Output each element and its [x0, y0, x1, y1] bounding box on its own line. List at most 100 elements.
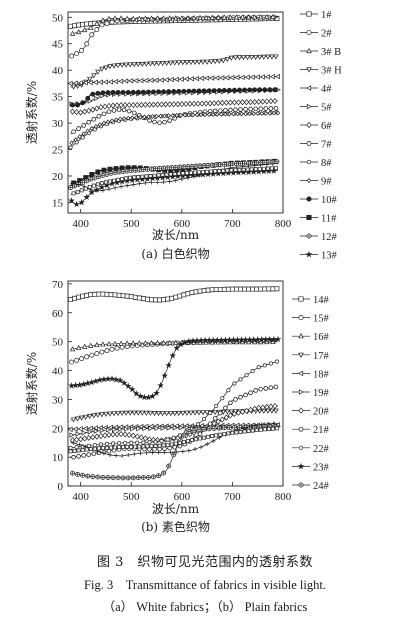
data-point — [173, 344, 181, 351]
data-point — [91, 451, 97, 456]
data-point — [157, 443, 162, 448]
data-point — [153, 77, 159, 83]
data-point — [260, 98, 266, 105]
data-point — [118, 15, 124, 21]
data-point — [270, 13, 276, 19]
data-point — [97, 79, 103, 85]
data-point — [143, 410, 150, 416]
data-point — [197, 431, 203, 437]
data-point — [99, 181, 104, 186]
data-point — [93, 95, 99, 102]
data-point — [238, 107, 244, 112]
data-point — [109, 346, 115, 352]
data-point — [227, 107, 233, 113]
data-point — [105, 427, 112, 433]
data-point — [115, 89, 121, 95]
data-point — [239, 99, 246, 106]
data-point — [98, 432, 104, 440]
data-point — [243, 111, 248, 117]
data-point — [159, 61, 166, 67]
data-point — [68, 449, 73, 454]
data-point — [189, 290, 195, 295]
data-point — [218, 432, 223, 437]
data-point — [236, 55, 243, 61]
data-point — [184, 410, 190, 416]
data-point — [163, 60, 170, 66]
data-point — [205, 442, 210, 447]
data-point — [228, 409, 235, 415]
data-point — [148, 15, 155, 21]
data-point — [80, 22, 86, 27]
data-point — [161, 89, 167, 95]
data-point — [157, 446, 163, 452]
legend-item: 11# — [300, 214, 337, 225]
data-point — [94, 433, 100, 440]
data-point — [96, 114, 102, 119]
data-point — [90, 91, 96, 97]
data-point — [191, 88, 197, 94]
data-point — [238, 377, 243, 382]
data-point — [270, 426, 275, 431]
x-axis-label: 波长/nm — [152, 228, 200, 242]
data-point — [224, 75, 230, 81]
data-point — [267, 110, 272, 116]
data-point — [217, 169, 222, 173]
series-14 — [68, 286, 280, 303]
data-point — [76, 454, 82, 459]
data-point — [106, 448, 112, 454]
data-point — [112, 185, 118, 190]
data-point — [165, 296, 171, 302]
data-point — [252, 87, 258, 93]
data-point — [160, 339, 167, 346]
data-point — [71, 191, 76, 196]
data-point — [82, 343, 88, 349]
legend-item: 17# — [292, 351, 330, 362]
data-point — [268, 106, 274, 111]
legend-marker — [306, 141, 312, 146]
data-point — [258, 286, 264, 292]
legend-label: 9# — [321, 177, 332, 188]
data-point — [184, 60, 190, 66]
data-point — [144, 174, 149, 179]
data-point — [173, 15, 179, 21]
figure-caption-chinese: 图 3 织物可见光范围内的透射系数 — [97, 555, 313, 570]
legend-label: 3# B — [321, 47, 341, 58]
legend-marker — [306, 159, 312, 165]
data-point — [76, 126, 82, 131]
data-point — [109, 19, 115, 25]
data-point — [243, 392, 249, 398]
data-point — [237, 167, 242, 172]
y-tick-label: 45 — [52, 39, 64, 51]
data-point — [197, 170, 201, 175]
data-point — [265, 54, 271, 60]
data-point — [135, 410, 141, 416]
data-point — [82, 435, 88, 442]
data-point — [159, 411, 166, 417]
data-point — [242, 87, 248, 93]
data-point — [74, 436, 80, 443]
data-point — [219, 99, 225, 106]
data-point — [148, 340, 155, 346]
data-point — [106, 109, 112, 114]
data-point — [187, 100, 193, 107]
data-point — [166, 113, 171, 119]
legend-label: 5# — [321, 103, 332, 114]
legend-marker — [298, 407, 304, 414]
data-point — [111, 63, 117, 69]
data-point — [224, 57, 231, 63]
data-point — [274, 73, 280, 80]
series-10 — [70, 87, 278, 108]
data-point — [176, 88, 182, 94]
data-point — [227, 412, 233, 419]
data-point — [215, 111, 220, 117]
data-point — [84, 379, 92, 387]
data-point — [100, 375, 108, 383]
data-point — [160, 173, 165, 177]
data-point — [98, 442, 103, 447]
data-point — [250, 369, 255, 374]
data-point — [112, 376, 120, 383]
data-point — [110, 441, 116, 446]
data-point — [268, 385, 274, 390]
y-tick-label: 50 — [52, 12, 64, 24]
data-point — [141, 440, 146, 445]
